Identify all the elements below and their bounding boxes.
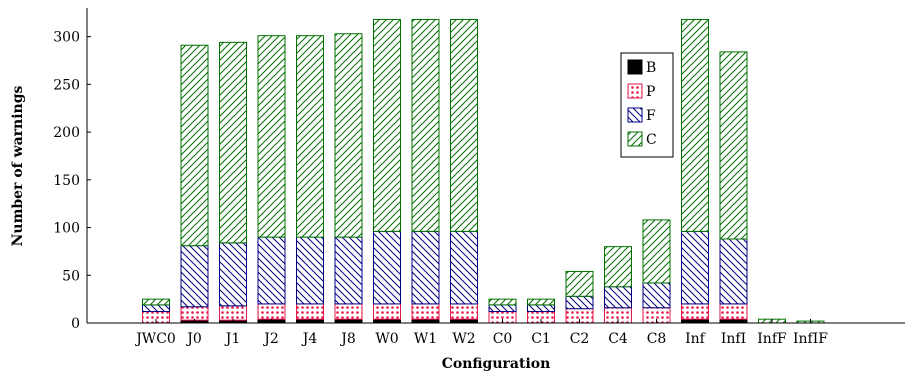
x-tick-label: InfIF bbox=[793, 331, 828, 347]
bar-Inf-F bbox=[681, 230, 709, 305]
x-tick-label: C2 bbox=[570, 331, 590, 347]
bar-J2-C bbox=[257, 35, 286, 238]
y-tick-label: 0 bbox=[71, 316, 80, 332]
legend-label-P: P bbox=[646, 84, 655, 100]
bar-W0-F bbox=[373, 230, 401, 305]
bar-W2-C bbox=[450, 18, 478, 232]
bar-Inf-P bbox=[681, 303, 709, 320]
axes bbox=[86, 8, 905, 324]
x-tick-label: InfI bbox=[721, 331, 746, 347]
bars bbox=[142, 18, 825, 324]
bar-J2-P bbox=[257, 303, 286, 320]
x-tick-label: W0 bbox=[375, 331, 398, 347]
bar-C8-F bbox=[642, 282, 671, 309]
x-tick-label: JWC0 bbox=[134, 331, 176, 347]
x-tick-label: C1 bbox=[531, 331, 551, 347]
bar-stack-C2 bbox=[565, 270, 594, 324]
bar-W2-P bbox=[450, 303, 478, 320]
bar-C4-C bbox=[604, 246, 632, 288]
x-tick-label: J0 bbox=[185, 331, 202, 347]
y-tick-label: 50 bbox=[62, 268, 80, 284]
bar-stack-C0 bbox=[488, 298, 517, 324]
x-tick-label: C0 bbox=[493, 331, 513, 347]
bar-J2-F bbox=[257, 236, 286, 305]
bar-J4-C bbox=[296, 35, 324, 238]
bar-C8-C bbox=[642, 219, 671, 284]
bar-JWC0-F bbox=[142, 304, 170, 313]
bar-stack-C4 bbox=[604, 246, 632, 324]
legend-swatch-B bbox=[627, 59, 643, 75]
bar-stack-W2 bbox=[450, 18, 478, 324]
bar-stack-C8 bbox=[642, 219, 671, 324]
legend-swatch-P bbox=[627, 83, 643, 99]
bar-JWC0-C bbox=[142, 298, 170, 306]
bar-InfI-F bbox=[719, 238, 748, 305]
bar-W2-F bbox=[450, 230, 478, 305]
legend-label-C: C bbox=[646, 132, 657, 148]
bar-stack-W0 bbox=[373, 18, 401, 324]
y-tick-label: 150 bbox=[53, 173, 80, 189]
y-tick-label: 250 bbox=[53, 77, 80, 93]
x-tick-label: J4 bbox=[301, 331, 318, 347]
x-tick-label: Inf bbox=[685, 331, 707, 347]
bar-InfI-C bbox=[719, 51, 748, 240]
bar-C0-C bbox=[488, 298, 517, 306]
x-ticks: JWC0 J0 J1 J2 J4 J8 W0 W1 W2 C0 C1 C2 C4 C8 Inf InfI Inf… bbox=[134, 319, 828, 347]
bar-stack-J2 bbox=[257, 35, 286, 324]
bar-C4-F bbox=[604, 286, 632, 309]
bar-J0-P bbox=[180, 306, 209, 321]
bar-stack-Inf bbox=[681, 18, 709, 324]
y-axis-title: Number of warnings bbox=[10, 85, 26, 246]
bar-W0-P bbox=[373, 303, 401, 320]
y-ticks: 0 50 100 150 200 250 300 bbox=[53, 30, 91, 332]
bar-C1-F bbox=[527, 304, 555, 313]
bar-stack-W1 bbox=[411, 18, 440, 324]
bar-C2-C bbox=[565, 270, 594, 297]
bar-J1-C bbox=[219, 41, 247, 244]
bar-J4-P bbox=[296, 303, 324, 320]
x-tick-label: J2 bbox=[262, 331, 279, 347]
bar-stack-J0 bbox=[180, 44, 209, 324]
x-tick-label: W2 bbox=[452, 331, 475, 347]
legend-swatch-F bbox=[627, 107, 643, 123]
legend-label-B: B bbox=[646, 60, 656, 76]
bar-W1-C bbox=[411, 18, 440, 232]
bar-J8-F bbox=[334, 236, 363, 305]
bar-stack-InfI bbox=[719, 51, 748, 324]
legend-swatch-C bbox=[627, 131, 643, 147]
bar-stack-JWC0 bbox=[142, 298, 170, 324]
bar-InfI-P bbox=[719, 303, 748, 320]
bar-J1-F bbox=[219, 242, 247, 307]
bar-stack-J8 bbox=[334, 33, 363, 324]
bar-J1-P bbox=[219, 305, 247, 321]
bar-Inf-C bbox=[681, 18, 709, 232]
bar-stack-J1 bbox=[219, 41, 247, 324]
bar-W1-P bbox=[411, 303, 440, 320]
bar-W1-F bbox=[411, 230, 440, 305]
bar-stack-J4 bbox=[296, 35, 324, 324]
x-tick-label: W1 bbox=[414, 331, 437, 347]
bar-J8-P bbox=[334, 303, 363, 320]
bar-J4-F bbox=[296, 236, 324, 305]
bar-W0-C bbox=[373, 18, 401, 232]
x-axis-title: Configuration bbox=[442, 356, 551, 372]
y-tick-label: 300 bbox=[53, 30, 80, 46]
bar-J0-C bbox=[180, 44, 209, 247]
y-tick-label: 200 bbox=[53, 125, 80, 141]
x-tick-label: C4 bbox=[608, 331, 628, 347]
bar-C0-F bbox=[488, 304, 517, 313]
x-tick-label: C8 bbox=[647, 331, 667, 347]
bar-C2-F bbox=[565, 295, 594, 310]
bar-J0-F bbox=[180, 245, 209, 308]
x-tick-label: J1 bbox=[224, 331, 241, 347]
bar-J8-C bbox=[334, 33, 363, 238]
x-tick-label: InfF bbox=[757, 331, 787, 347]
x-tick-label: J8 bbox=[339, 331, 356, 347]
legend-label-F: F bbox=[646, 108, 656, 124]
bar-C1-C bbox=[527, 298, 555, 306]
y-tick-label: 100 bbox=[53, 221, 80, 237]
